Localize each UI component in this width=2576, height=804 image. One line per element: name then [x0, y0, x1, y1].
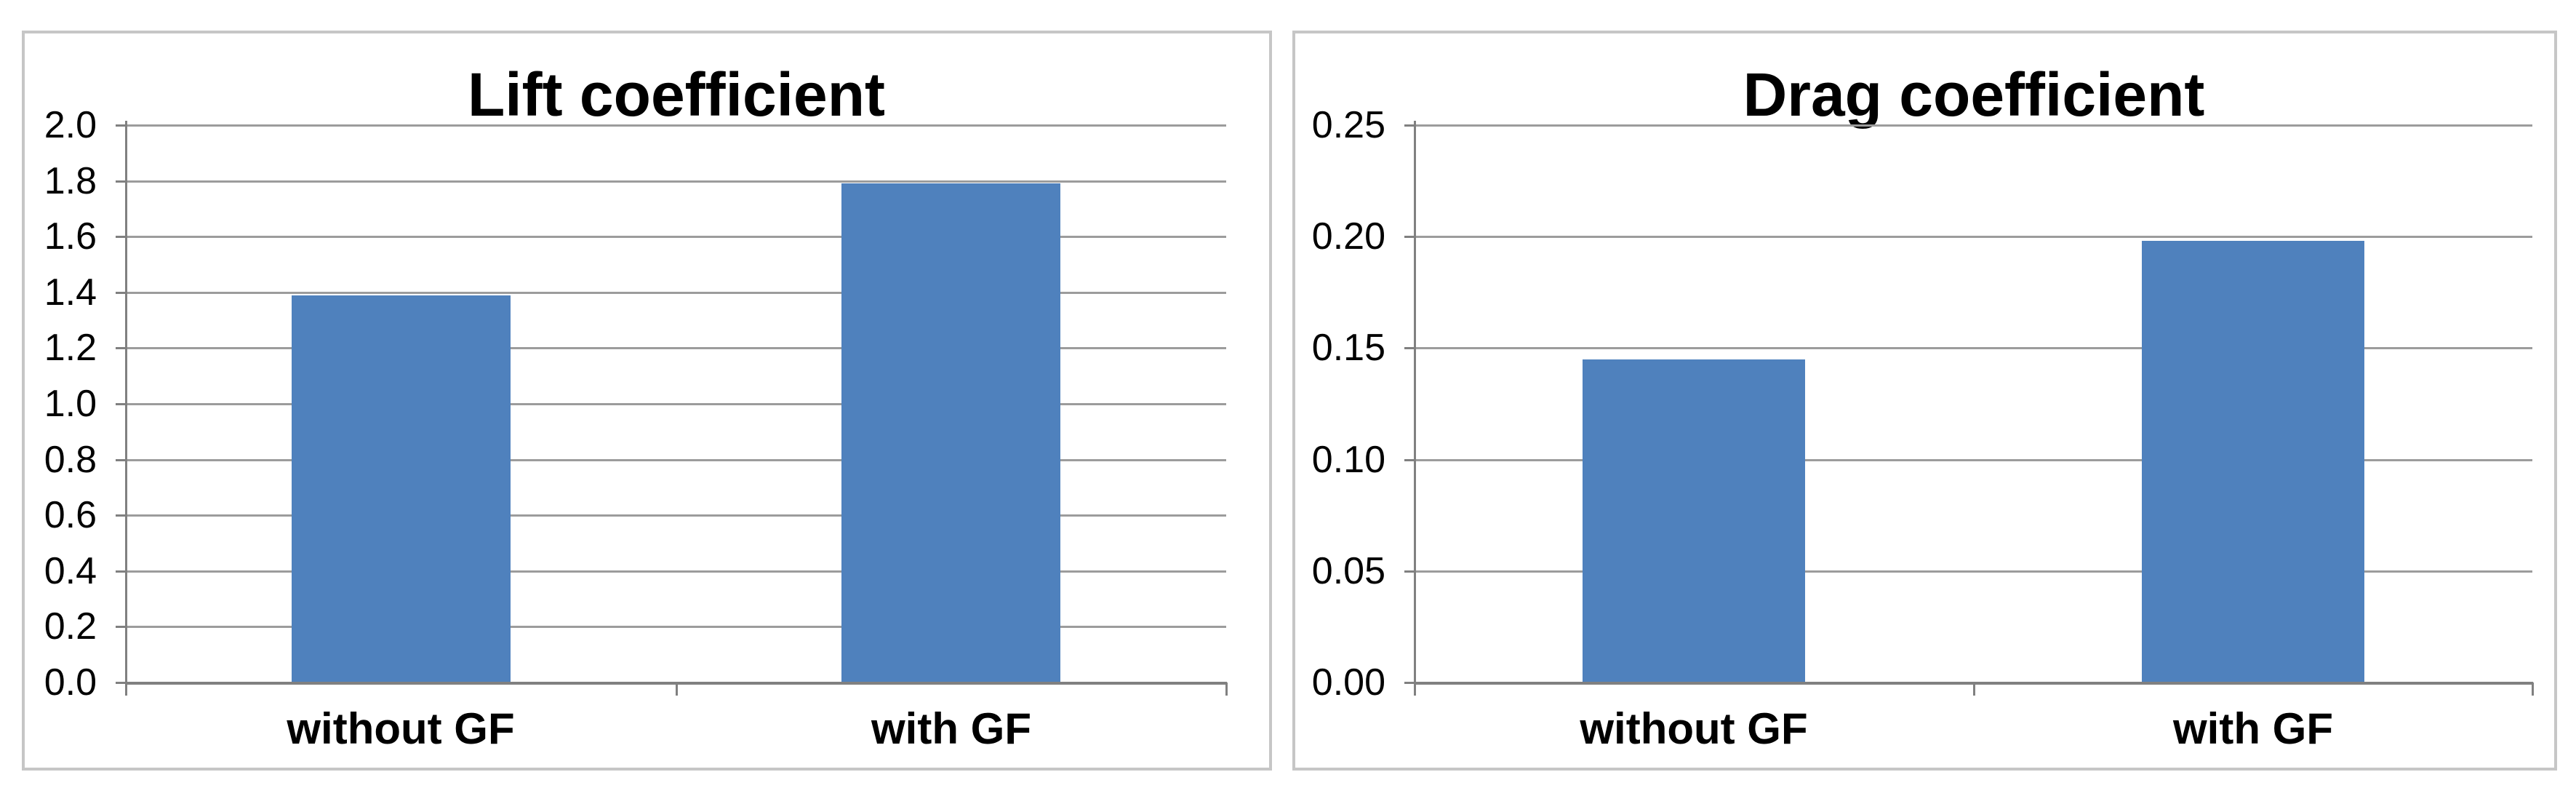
y-tick-label: 1.8	[44, 160, 97, 202]
y-axis-tick	[1404, 570, 1415, 573]
y-tick-label: 1.4	[44, 271, 97, 314]
y-tick-label: 0.05	[1311, 550, 1385, 592]
y-tick-label: 0.4	[44, 550, 97, 592]
gridline	[1415, 236, 2532, 238]
y-tick-label: 0.00	[1311, 661, 1385, 704]
bar-without-gf	[292, 295, 511, 682]
gridline	[126, 626, 1226, 628]
bar-with-gf	[2142, 241, 2364, 682]
drag-chart-plot: 0.25 0.20 0.15 0.10 0.05 0.00 without GF with G…	[1295, 33, 2554, 768]
y-tick-label: 1.0	[44, 383, 97, 425]
y-axis-tick	[116, 347, 126, 349]
y-tick-label: 1.6	[44, 215, 97, 258]
y-axis-tick	[116, 514, 126, 517]
y-axis-tick	[116, 403, 126, 405]
y-axis-tick	[116, 459, 126, 461]
y-tick-label: 2.0	[44, 104, 97, 146]
drag-chart-panel: Drag coefficient 0.25 0.20 0.15 0.10 0.05 0.0…	[1292, 31, 2557, 771]
y-axis-tick	[116, 626, 126, 628]
y-axis-tick	[1404, 459, 1415, 461]
y-tick-label: 0.2	[44, 605, 97, 648]
y-tick-label: 0.25	[1311, 104, 1385, 146]
lift-chart-title: Lift coefficient	[467, 60, 885, 129]
y-axis-tick	[1404, 124, 1415, 127]
gridline	[1415, 124, 2532, 127]
y-axis-tick	[116, 124, 126, 127]
y-tick-label: 0.0	[44, 661, 97, 704]
gridline	[1415, 459, 2532, 461]
gridline	[126, 570, 1226, 573]
y-tick-label: 0.20	[1311, 215, 1385, 258]
category-label-with-gf: with GF	[871, 704, 1031, 753]
x-axis-tick	[2532, 682, 2534, 696]
gridline	[126, 459, 1226, 461]
y-axis-tick	[1404, 347, 1415, 349]
gridline	[1415, 347, 2532, 349]
y-tick-label: 0.6	[44, 494, 97, 536]
category-label-without-gf: without GF	[287, 704, 515, 753]
gridline	[126, 403, 1226, 405]
y-axis-tick	[116, 292, 126, 294]
gridline	[126, 124, 1226, 127]
lift-chart-panel: Lift coefficient 2.0 1.8 1.6 1.4 1.2 1.0 0.8 0.…	[22, 31, 1272, 771]
y-tick-label: 0.15	[1311, 327, 1385, 369]
y-tick-label: 1.2	[44, 327, 97, 369]
bar-with-gf	[841, 183, 1060, 682]
drag-chart-title: Drag coefficient	[1743, 60, 2205, 129]
y-axis-tick	[116, 236, 126, 238]
gridline	[1415, 570, 2532, 573]
gridline	[126, 514, 1226, 517]
lift-chart-plot: 2.0 1.8 1.6 1.4 1.2 1.0 0.8 0.6 0.4 0.2 0.0 without…	[25, 33, 1269, 768]
category-label-with-gf: with GF	[2173, 704, 2333, 753]
gridline	[126, 292, 1226, 294]
category-label-without-gf: without GF	[1580, 704, 1808, 753]
gridline	[126, 180, 1226, 183]
y-axis-tick	[1404, 682, 1415, 684]
y-axis-line	[125, 121, 127, 696]
x-axis-tick	[1973, 682, 1975, 696]
bar-without-gf	[1583, 359, 1805, 682]
y-tick-label: 0.8	[44, 439, 97, 481]
y-axis-tick	[1404, 236, 1415, 238]
y-axis-tick	[116, 682, 126, 684]
x-axis-tick	[1225, 682, 1228, 696]
x-axis-tick	[676, 682, 678, 696]
y-axis-tick	[116, 570, 126, 573]
gridline	[126, 347, 1226, 349]
gridline	[126, 236, 1226, 238]
y-axis-tick	[116, 180, 126, 183]
y-tick-label: 0.10	[1311, 439, 1385, 481]
y-axis-line	[1414, 121, 1416, 696]
